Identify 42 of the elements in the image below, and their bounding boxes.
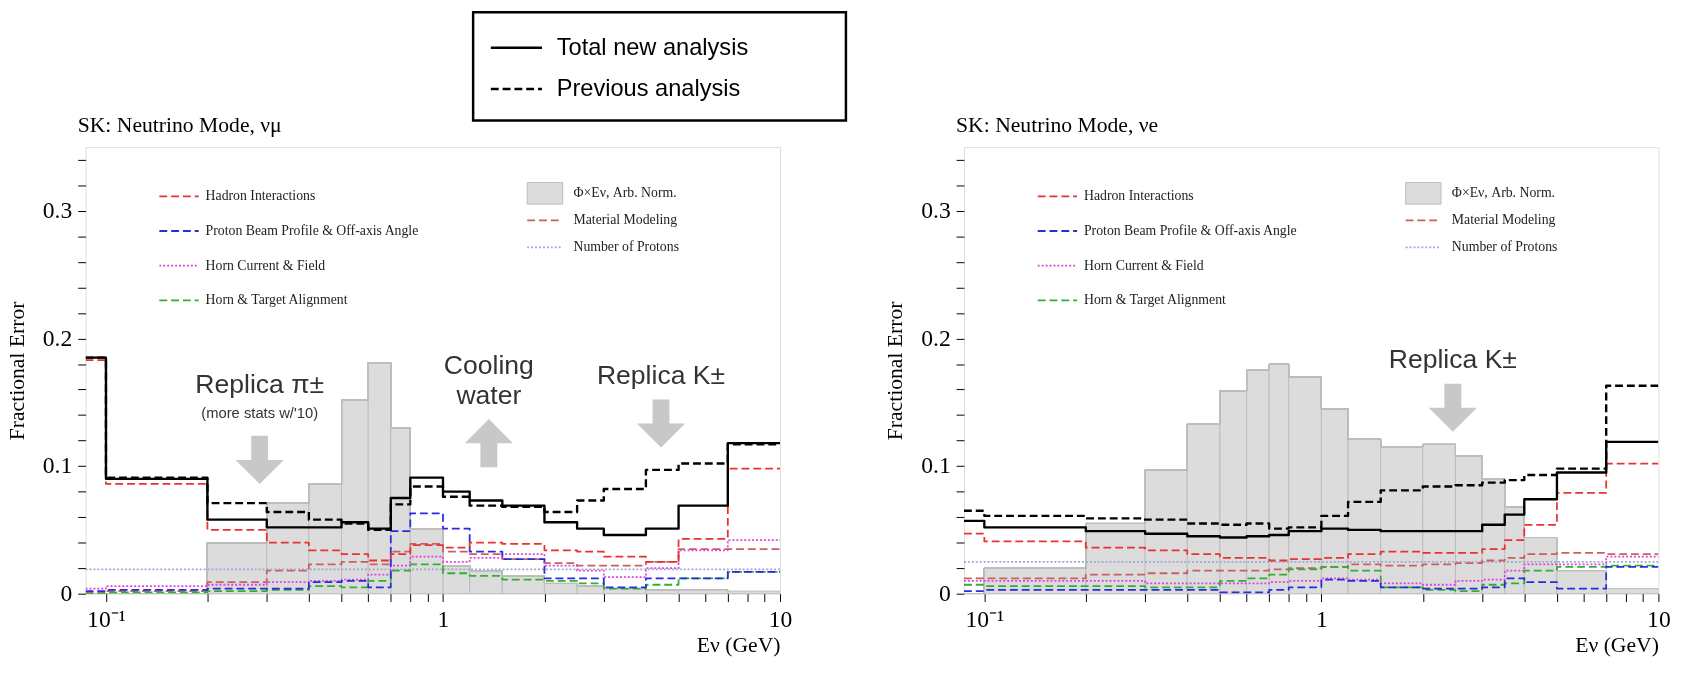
x-axis-title: Eν (GeV)	[696, 633, 781, 658]
y-tick-label: 0.3	[921, 197, 951, 224]
legend-label: Number of Protons	[573, 239, 679, 255]
annotation: (more stats w/'10)	[201, 404, 319, 421]
x-tick-label: 10	[768, 605, 793, 632]
y-tick-label: 0.2	[42, 324, 73, 351]
legend-label: Total new analysis	[556, 33, 749, 60]
legend-label: Φ×Eν, Arb. Norm.	[1451, 185, 1556, 201]
annotation: Replica π±	[195, 369, 325, 400]
y-tick-label: 0.1	[921, 452, 951, 479]
y-axis-title: Fractional Error	[5, 300, 30, 441]
legend-label: Proton Beam Profile & Off-axis Angle	[1083, 222, 1297, 238]
annotation: water	[455, 379, 522, 410]
legend-label: Horn Current & Field	[205, 257, 326, 273]
legend-label: Material Modeling	[573, 212, 678, 228]
chart-title: SK: Neutrino Mode, νe	[956, 113, 1159, 138]
y-axis-title: Fractional Error	[883, 300, 908, 441]
x-tick-label: 1	[1315, 605, 1328, 632]
x-tick-label: 10⁻¹	[965, 605, 1005, 632]
x-tick-label: 1	[437, 605, 450, 632]
legend-label: Proton Beam Profile & Off-axis Angle	[205, 222, 419, 238]
y-tick-label: 0.3	[42, 197, 73, 224]
y-tick-label: 0.1	[42, 452, 73, 479]
legend-label: Φ×Eν, Arb. Norm.	[573, 185, 677, 201]
legend-label: Hadron Interactions	[205, 188, 316, 204]
annotation: Replica K±	[1388, 344, 1517, 375]
x-tick-label: 10⁻¹	[87, 605, 126, 632]
legend-label: Previous analysis	[556, 74, 741, 101]
legend-label: Horn & Target Alignment	[205, 292, 348, 308]
annotation: Cooling	[443, 350, 534, 381]
y-tick-label: 0	[60, 580, 73, 607]
legend-label: Material Modeling	[1451, 212, 1556, 228]
chart-title: SK: Neutrino Mode, νμ	[77, 113, 282, 138]
x-axis-title: Eν (GeV)	[1575, 633, 1659, 658]
legend-label: Horn & Target Alignment	[1083, 292, 1227, 308]
legend-label: Number of Protons	[1451, 239, 1558, 255]
x-tick-label: 10	[1647, 605, 1671, 632]
y-tick-label: 0.2	[921, 324, 951, 351]
y-tick-label: 0	[938, 580, 951, 607]
legend-label: Horn Current & Field	[1083, 257, 1204, 273]
annotation: Replica K±	[596, 360, 726, 391]
legend-label: Hadron Interactions	[1083, 188, 1194, 204]
